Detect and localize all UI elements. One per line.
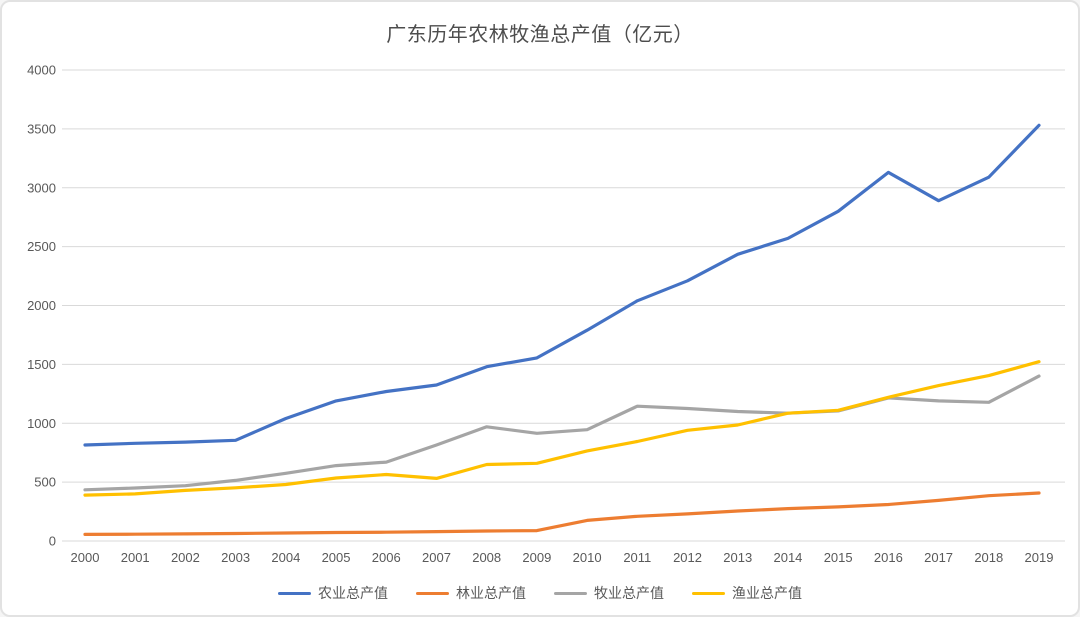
legend-line-swatch: [416, 591, 449, 595]
y-tick-label: 3000: [27, 180, 56, 195]
legend-label: 林业总产值: [456, 585, 526, 601]
y-tick-label: 1000: [27, 416, 56, 431]
x-tick-label: 2017: [924, 550, 953, 565]
series-line-3: [83, 360, 1041, 497]
x-tick-label: 2004: [271, 550, 300, 565]
chart-legend: 农业总产值 林业总产值 牧业总产值 渔业总产值: [2, 583, 1078, 603]
legend-item-0: 农业总产值: [278, 583, 388, 603]
chart-title: 广东历年农林牧渔总产值（亿元）: [386, 24, 694, 46]
x-tick-label: 2015: [824, 550, 853, 565]
x-tick-label: 2009: [522, 550, 551, 565]
x-tick-label: 2019: [1025, 550, 1054, 565]
legend-label: 渔业总产值: [732, 585, 802, 601]
legend-line-swatch: [278, 591, 311, 595]
legend-item-3: 渔业总产值: [692, 583, 802, 603]
x-tick-label: 2005: [322, 550, 351, 565]
x-tick-label: 2018: [974, 550, 1003, 565]
legend-label: 牧业总产值: [594, 585, 664, 601]
x-tick-label: 2006: [372, 550, 401, 565]
x-tick-label: 2003: [221, 550, 250, 565]
x-tick-label: 2010: [573, 550, 602, 565]
legend-item-2: 牧业总产值: [554, 583, 664, 603]
x-tick-label: 2001: [121, 550, 150, 565]
y-tick-label: 1500: [27, 357, 56, 372]
y-tick-label: 2500: [27, 239, 56, 254]
x-tick-label: 2008: [472, 550, 501, 565]
legend-item-1: 林业总产值: [416, 583, 526, 603]
x-tick-label: 2012: [673, 550, 702, 565]
y-tick-label: 3500: [27, 121, 56, 136]
y-tick-label: 0: [49, 534, 56, 549]
x-tick-label: 2014: [773, 550, 802, 565]
legend-label: 农业总产值: [318, 585, 388, 601]
y-tick-label: 4000: [27, 63, 56, 78]
x-tick-label: 2011: [623, 550, 651, 565]
x-tick-label: 2013: [723, 550, 752, 565]
legend-line-swatch: [554, 591, 587, 595]
series-line-0: [83, 123, 1041, 447]
y-tick-label: 500: [34, 475, 56, 490]
x-tick-label: 2002: [171, 550, 200, 565]
x-tick-label: 2016: [874, 550, 903, 565]
x-tick-label: 2000: [71, 550, 100, 565]
series-line-2: [83, 374, 1041, 492]
series-line-1: [83, 491, 1041, 537]
x-tick-label: 2007: [422, 550, 451, 565]
legend-line-swatch: [692, 591, 725, 595]
y-tick-label: 2000: [27, 298, 56, 313]
